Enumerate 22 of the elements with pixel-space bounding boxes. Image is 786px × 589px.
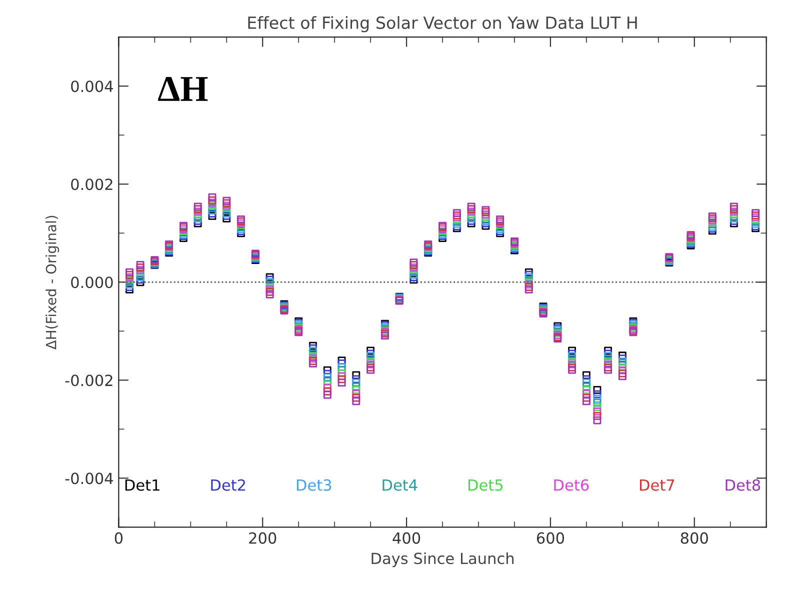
y-axis-title: ΔH(Fixed - Original): [46, 216, 60, 350]
text: Det8: [726, 479, 760, 491]
text: Det5: [468, 479, 502, 491]
y-tick-label: 0.002: [71, 178, 112, 190]
x-axis-title: Days Since Launch: [372, 552, 514, 568]
text: Det2: [211, 479, 246, 491]
x-tick-label: 800: [680, 532, 708, 544]
y-tick-label: 0.000: [71, 276, 113, 288]
text: Det3: [296, 479, 332, 491]
text: Det4: [382, 479, 418, 491]
y-tick-label: 0.004: [71, 80, 113, 92]
x-tick-label: 0: [114, 532, 123, 544]
x-tick-label: 200: [249, 532, 276, 544]
annotation: ΔH: [158, 76, 208, 101]
y-tick-label: -0.004: [65, 472, 113, 484]
x-tick-label: 400: [392, 532, 420, 544]
chart-title: Effect of Fixing Solar Vector on Yaw Data LUT H: [248, 16, 637, 32]
text: Det1: [125, 479, 160, 491]
text: Det7: [640, 479, 674, 491]
text: Det6: [554, 479, 589, 491]
y-tick-label: -0.002: [65, 374, 112, 386]
x-tick-label: 600: [536, 532, 564, 544]
